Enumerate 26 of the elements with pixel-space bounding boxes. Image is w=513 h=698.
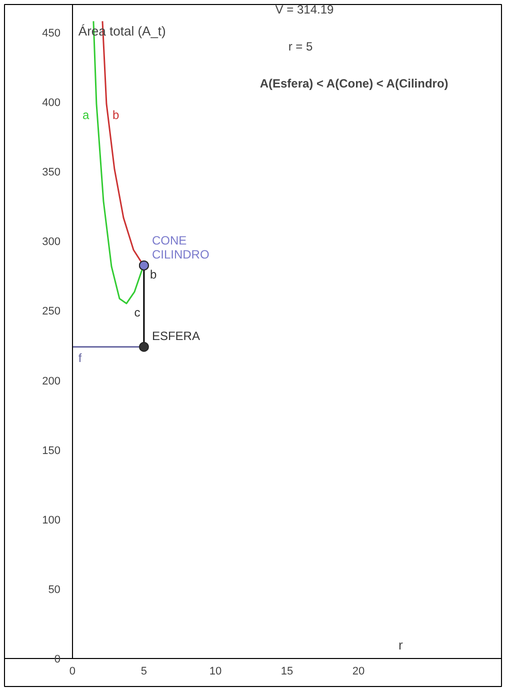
annotation: b: [150, 267, 157, 282]
x-tick-label: 0: [69, 666, 76, 678]
series-label: CILINDRO: [152, 247, 210, 262]
x-tick-label: 5: [140, 666, 148, 678]
series-label: b: [112, 108, 120, 122]
series-label: a: [82, 108, 90, 122]
annotation: V = 314.19: [275, 2, 334, 16]
y-tick-label: 450: [42, 27, 60, 40]
series-label: CONE: [152, 233, 187, 248]
x-tick-label: 15: [280, 666, 294, 678]
y-tick-label: 400: [42, 96, 60, 109]
y-tick-label: 50: [48, 584, 60, 596]
x-tick-label: 20: [352, 666, 365, 678]
x-axis-title: r: [398, 638, 404, 653]
annotation: r = 5: [288, 40, 313, 54]
y-tick-label: 150: [42, 444, 60, 457]
y-tick-label: 300: [42, 236, 60, 248]
series-label: ESFERA: [152, 328, 200, 343]
x-tick-label: 10: [209, 666, 222, 678]
annotation: A(Esfera) < A(Cone) < A(Cilindro): [260, 76, 448, 90]
y-tick-label: 350: [42, 166, 60, 179]
annotation: c: [134, 306, 140, 320]
y-tick-label: 200: [42, 375, 60, 388]
y-tick-label: 100: [42, 514, 60, 526]
series-label: f: [78, 350, 82, 365]
y-tick-label: 250: [42, 306, 60, 318]
